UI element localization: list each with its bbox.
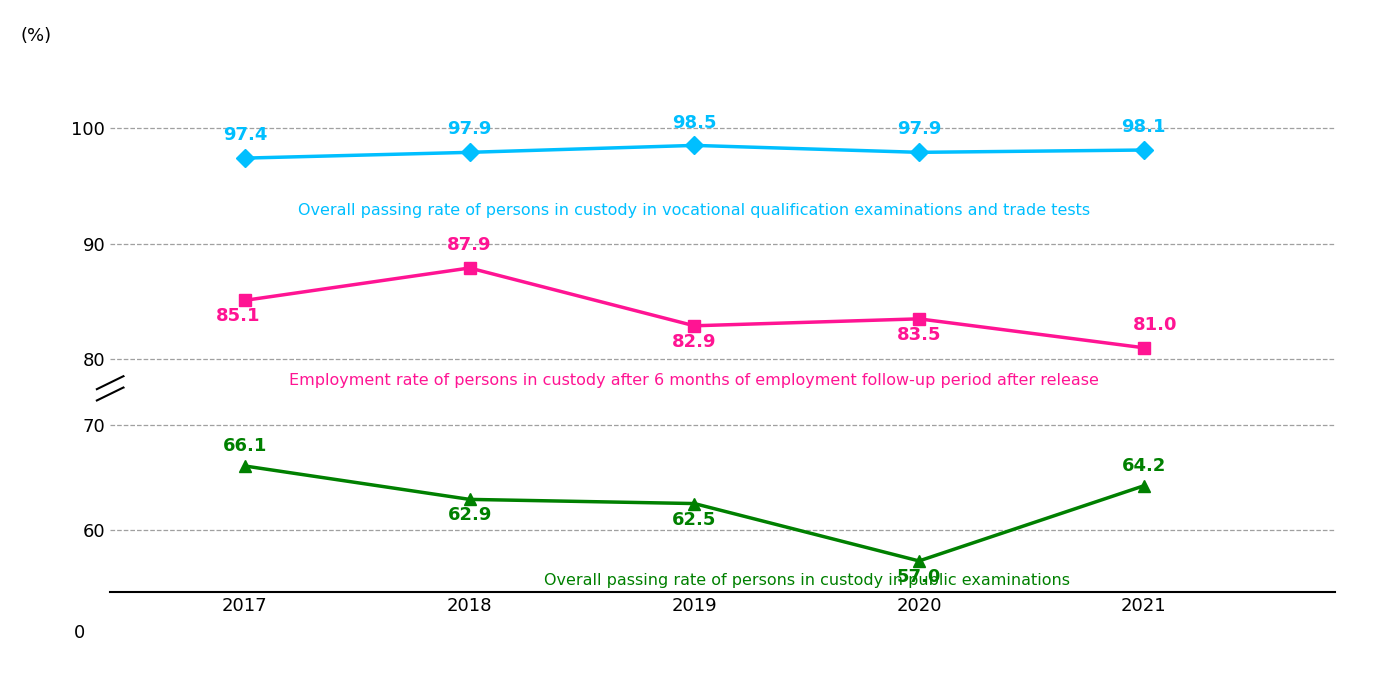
Text: 62.9: 62.9 — [447, 506, 491, 524]
Text: 62.5: 62.5 — [671, 511, 717, 528]
Text: Overall passing rate of persons in custody in public examinations: Overall passing rate of persons in custo… — [544, 573, 1069, 588]
Text: 57.0: 57.0 — [897, 568, 941, 586]
Text: 98.1: 98.1 — [1121, 118, 1165, 136]
Text: 98.5: 98.5 — [671, 114, 717, 131]
Text: 0: 0 — [74, 624, 85, 641]
Text: 64.2: 64.2 — [1121, 457, 1165, 474]
Text: 85.1: 85.1 — [216, 308, 260, 325]
Text: 82.9: 82.9 — [671, 332, 717, 351]
Text: 97.9: 97.9 — [447, 120, 491, 139]
Text: 97.9: 97.9 — [897, 120, 941, 139]
Text: 81.0: 81.0 — [1132, 316, 1176, 334]
Text: (%): (%) — [21, 27, 52, 45]
Text: Employment rate of persons in custody after 6 months of employment follow-up per: Employment rate of persons in custody af… — [289, 374, 1099, 388]
Text: 87.9: 87.9 — [447, 236, 491, 254]
Text: 97.4: 97.4 — [223, 127, 267, 144]
Text: 66.1: 66.1 — [223, 437, 267, 455]
Text: Overall passing rate of persons in custody in vocational qualification examinati: Overall passing rate of persons in custo… — [299, 203, 1090, 218]
Text: 83.5: 83.5 — [897, 326, 941, 344]
